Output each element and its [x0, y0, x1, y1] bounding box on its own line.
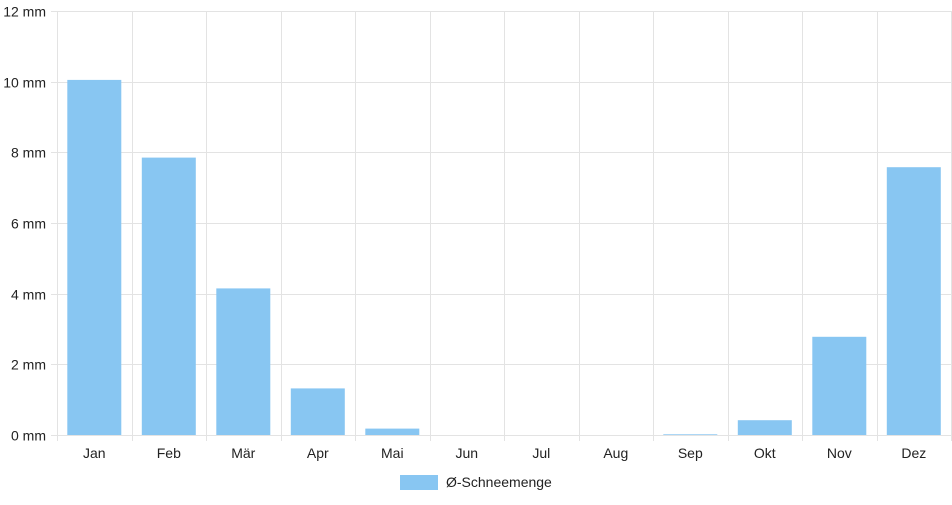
- bar-dez[interactable]: [886, 167, 941, 435]
- axes: 0 mm 2 mm 4 mm 6 mm 8 mm 10 mm 12 mm Jan Feb Mär A…: [3, 4, 926, 462]
- y-tick-label: 6 mm: [11, 216, 46, 232]
- x-tick-label: Nov: [827, 445, 852, 461]
- x-tick-label: Jul: [532, 445, 550, 461]
- x-tick-label: Feb: [157, 445, 181, 461]
- y-tick-label: 4 mm: [11, 287, 46, 303]
- y-tick-label: 12 mm: [3, 4, 46, 20]
- x-tick-label: Sep: [678, 445, 703, 461]
- legend-swatch: [400, 475, 438, 490]
- x-tick-label: Jun: [456, 445, 479, 461]
- bar-feb[interactable]: [141, 157, 196, 435]
- grid: [51, 11, 952, 441]
- bar-mai[interactable]: [365, 428, 420, 435]
- bar-sep[interactable]: [663, 434, 718, 435]
- bars: [67, 79, 941, 436]
- x-tick-label: Aug: [603, 445, 628, 461]
- legend[interactable]: Ø-Schneemenge: [400, 474, 552, 490]
- x-tick-label: Jan: [83, 445, 106, 461]
- bar-okt[interactable]: [737, 420, 792, 435]
- y-tick-label: 10 mm: [3, 75, 46, 91]
- x-tick-label: Dez: [901, 445, 926, 461]
- bar-mär[interactable]: [216, 288, 271, 435]
- y-tick-label: 2 mm: [11, 357, 46, 373]
- bar-apr[interactable]: [290, 388, 345, 435]
- legend-label: Ø-Schneemenge: [446, 474, 552, 490]
- x-tick-label: Mär: [231, 445, 255, 461]
- bar-nov[interactable]: [812, 336, 867, 435]
- y-tick-label: 0 mm: [11, 428, 46, 444]
- y-tick-label: 8 mm: [11, 145, 46, 161]
- x-tick-label: Apr: [307, 445, 329, 461]
- x-tick-label: Mai: [381, 445, 404, 461]
- bar-jan[interactable]: [67, 79, 122, 436]
- x-tick-label: Okt: [754, 445, 776, 461]
